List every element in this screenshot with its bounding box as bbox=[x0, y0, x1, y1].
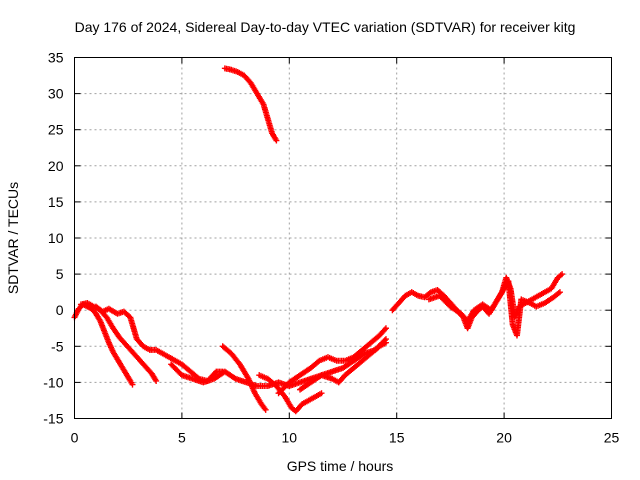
x-tick-label: 15 bbox=[389, 430, 405, 446]
chart-title: Day 176 of 2024, Sidereal Day-to-day VTE… bbox=[75, 19, 576, 35]
data-marker bbox=[381, 326, 388, 333]
series-trace-j bbox=[389, 271, 566, 332]
data-point bbox=[273, 137, 280, 144]
series-trace-a bbox=[71, 301, 136, 388]
y-tick-label: 30 bbox=[48, 86, 64, 102]
x-tick-label: 10 bbox=[282, 430, 298, 446]
x-tick-label: 5 bbox=[178, 430, 186, 446]
series-trace-d bbox=[168, 336, 389, 390]
series-trace-g bbox=[275, 325, 389, 397]
data-point bbox=[262, 406, 269, 413]
data-point bbox=[318, 390, 325, 397]
x-tick-label: 20 bbox=[496, 430, 512, 446]
y-tick-label: -10 bbox=[43, 374, 63, 390]
data-point bbox=[153, 377, 160, 384]
series-trace-h bbox=[297, 339, 389, 393]
y-tick-label: 10 bbox=[48, 230, 64, 246]
series-trace-f bbox=[256, 372, 325, 415]
y-tick-label: -5 bbox=[51, 338, 64, 354]
y-tick-label: 25 bbox=[48, 122, 64, 138]
data-point bbox=[129, 381, 136, 388]
data-marker bbox=[555, 290, 562, 297]
axis-ticks: 0 5 10 15 20 25 -15 -10 -5 0 5 10 15 20 25 30 35 bbox=[43, 50, 619, 446]
y-tick-label: 20 bbox=[48, 158, 64, 174]
y-tick-label: 35 bbox=[48, 50, 64, 66]
data-point bbox=[556, 289, 563, 296]
x-axis-label: GPS time / hours bbox=[287, 458, 394, 474]
y-axis-label: SDTVAR / TECUs bbox=[5, 182, 21, 294]
series-trace-e bbox=[219, 343, 269, 413]
grid-lines bbox=[74, 57, 612, 419]
y-tick-label: -15 bbox=[43, 411, 63, 427]
series-trace-k bbox=[425, 278, 563, 339]
y-tick-label: 15 bbox=[48, 194, 64, 210]
y-tick-label: 5 bbox=[56, 266, 64, 282]
data-point bbox=[559, 271, 566, 278]
series-trace-i bbox=[221, 65, 280, 144]
data-points bbox=[71, 65, 566, 415]
x-tick-label: 25 bbox=[604, 430, 620, 446]
data-point bbox=[382, 339, 389, 346]
plot-frame bbox=[74, 57, 612, 419]
series-trace-c bbox=[92, 303, 226, 384]
y-tick-label: 0 bbox=[56, 302, 64, 318]
x-tick-label: 0 bbox=[71, 430, 79, 446]
data-point bbox=[382, 325, 389, 332]
